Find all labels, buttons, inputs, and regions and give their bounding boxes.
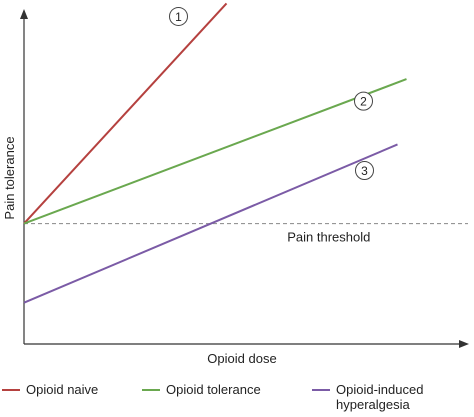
x-axis-arrow: [459, 340, 469, 348]
axes: [20, 9, 469, 348]
legend-swatch: [312, 389, 330, 391]
legend: Opioid naive Opioid tolerance Opioid-ind…: [0, 376, 474, 417]
legend-swatch: [142, 389, 160, 391]
marker-number: 2: [360, 95, 367, 109]
legend-swatch: [2, 389, 20, 391]
legend-label-line: Opioid tolerance: [166, 382, 261, 397]
legend-label-line: Opioid naive: [26, 382, 99, 397]
x-axis-label: Opioid dose: [207, 351, 276, 366]
series-marker-opioid-tolerance: 2: [354, 91, 373, 111]
series-line-opioid-induced-hyperalgesia: [23, 143, 398, 304]
series-line-opioid-tolerance: [23, 78, 407, 225]
legend-label: Opioid naive: [26, 382, 98, 397]
series-marker-opioid-induced-hyperalgesia: 3: [355, 160, 374, 180]
marker-circle: [169, 6, 188, 26]
series-layer: 1 2 3: [23, 2, 407, 304]
legend-label: Opioid tolerance: [166, 382, 261, 397]
series-marker-opioid-naive: 1: [169, 6, 188, 26]
pain-threshold-label: Pain threshold: [287, 230, 370, 245]
marker-circle: [355, 160, 374, 180]
marker-circle: [354, 91, 373, 111]
legend-label-line: Opioid-induced: [336, 382, 424, 397]
marker-number: 3: [361, 164, 368, 178]
marker-number: 1: [175, 10, 182, 24]
series-line-opioid-naive: [23, 2, 228, 225]
y-axis-label: Pain tolerance: [2, 136, 17, 219]
legend-label-line: hyperalgesia: [336, 397, 410, 412]
line-chart: Pain threshold 1 2 3 Opioid dose Pain tole…: [2, 2, 469, 366]
legend-label: Opioid-induced hyperalgesia: [336, 382, 423, 412]
y-axis-arrow: [20, 9, 28, 19]
